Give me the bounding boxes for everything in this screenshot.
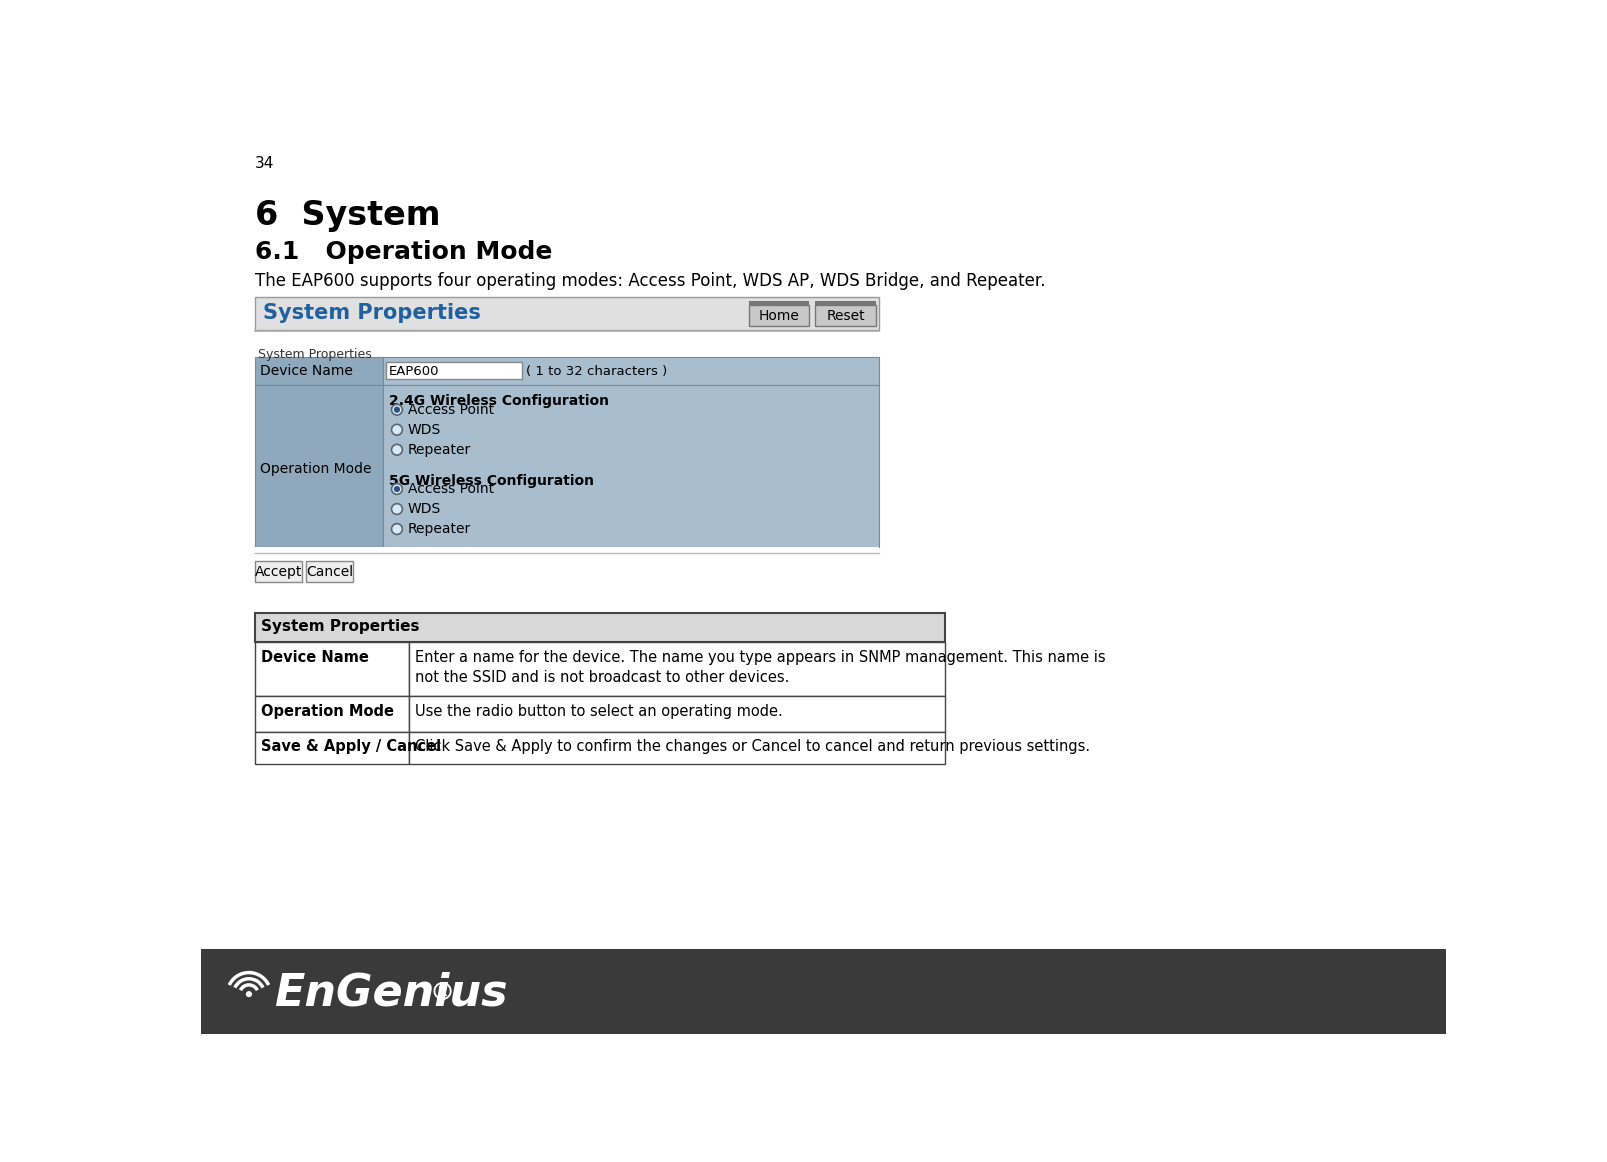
- Text: 5G Wireless Configuration: 5G Wireless Configuration: [389, 474, 595, 488]
- Text: WDS: WDS: [408, 423, 440, 437]
- Text: Access Point: Access Point: [408, 403, 493, 417]
- Bar: [256, 547, 879, 553]
- Text: Click Save & Apply to confirm the changes or Cancel to cancel and return previou: Click Save & Apply to confirm the change…: [415, 739, 1090, 754]
- Text: Save & Apply / Cancel: Save & Apply / Cancel: [262, 739, 442, 754]
- Bar: [386, 363, 522, 379]
- Text: System Properties: System Properties: [259, 349, 371, 361]
- Text: System Properties: System Properties: [264, 303, 480, 323]
- Text: Use the radio button to select an operating mode.: Use the radio button to select an operat…: [415, 704, 783, 719]
- Text: System Properties: System Properties: [262, 619, 419, 634]
- Text: The EAP600 supports four operating modes: Access Point, WDS AP, WDS Bridge, and : The EAP600 supports four operating modes…: [256, 272, 1046, 289]
- Bar: [749, 304, 810, 325]
- Bar: [815, 301, 876, 304]
- Bar: [408, 696, 945, 732]
- Bar: [307, 560, 354, 582]
- Text: Operation Mode: Operation Mode: [260, 462, 371, 476]
- Text: ( 1 to 32 characters ): ( 1 to 32 characters ): [527, 365, 667, 378]
- Text: Enter a name for the device. The name you type appears in SNMP management. This : Enter a name for the device. The name yo…: [415, 650, 1106, 684]
- Bar: [256, 696, 408, 732]
- Bar: [256, 614, 945, 643]
- Bar: [815, 304, 876, 325]
- Bar: [382, 385, 879, 547]
- Bar: [201, 949, 1446, 1034]
- Circle shape: [392, 404, 402, 415]
- Bar: [408, 732, 945, 763]
- Text: Repeater: Repeater: [408, 443, 471, 457]
- Text: Access Point: Access Point: [408, 482, 493, 496]
- Text: Accept: Accept: [254, 565, 302, 579]
- Bar: [256, 643, 408, 696]
- Bar: [256, 560, 302, 582]
- Text: 6  System: 6 System: [256, 200, 440, 232]
- Bar: [256, 358, 382, 385]
- Text: Device Name: Device Name: [262, 650, 370, 665]
- Text: Repeater: Repeater: [408, 522, 471, 536]
- Text: Cancel: Cancel: [305, 565, 354, 579]
- Bar: [256, 385, 382, 547]
- Text: WDS: WDS: [408, 502, 440, 516]
- Bar: [382, 358, 879, 385]
- Text: ®: ®: [429, 982, 455, 1005]
- Circle shape: [392, 483, 402, 494]
- Text: Device Name: Device Name: [260, 364, 352, 378]
- Circle shape: [392, 524, 402, 535]
- Circle shape: [394, 407, 400, 413]
- Bar: [256, 297, 879, 330]
- Bar: [749, 301, 810, 304]
- Circle shape: [392, 444, 402, 456]
- Bar: [256, 732, 408, 763]
- Text: EAP600: EAP600: [389, 365, 440, 378]
- Text: Reset: Reset: [826, 309, 865, 323]
- Circle shape: [246, 991, 252, 997]
- Circle shape: [392, 503, 402, 515]
- Circle shape: [392, 424, 402, 435]
- Circle shape: [394, 486, 400, 492]
- Text: EnGenius: EnGenius: [275, 971, 508, 1014]
- Text: Home: Home: [759, 309, 799, 323]
- Text: 6.1   Operation Mode: 6.1 Operation Mode: [256, 239, 553, 264]
- Text: 2.4G Wireless Configuration: 2.4G Wireless Configuration: [389, 394, 609, 408]
- Text: Operation Mode: Operation Mode: [262, 704, 394, 719]
- Text: 34: 34: [256, 157, 275, 171]
- Bar: [408, 643, 945, 696]
